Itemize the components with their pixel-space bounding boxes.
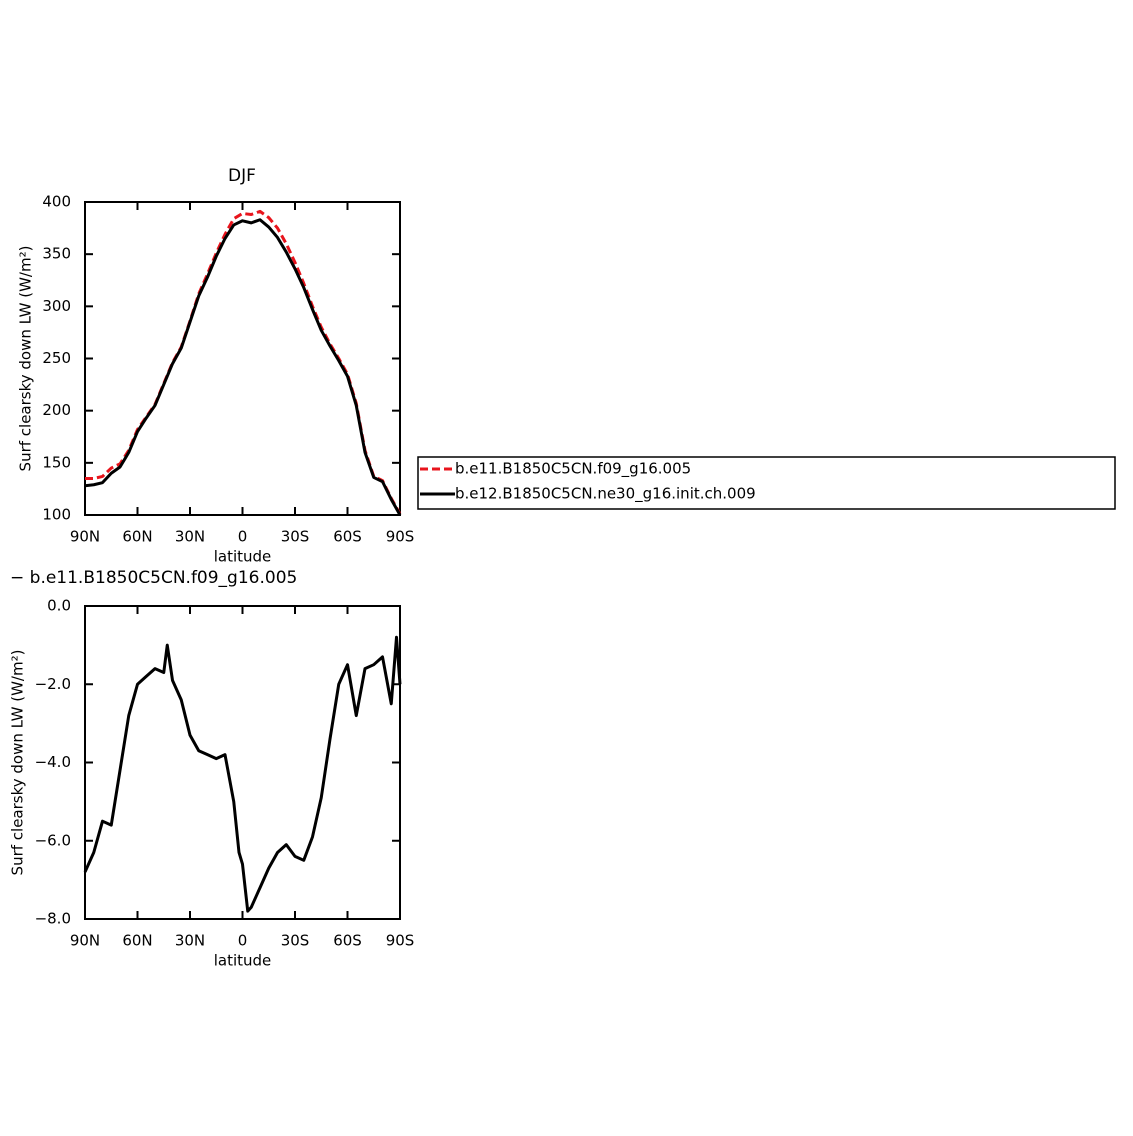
data-line: [84, 218, 402, 516]
y-tick-label: 350: [42, 245, 71, 263]
x-axis-label: latitude: [214, 952, 272, 970]
legend-box: [417, 456, 1116, 510]
legend: b.e11.B1850C5CN.f09_g16.005 b.e12.B1850C5…: [417, 456, 1116, 510]
y-tick-label: 400: [42, 193, 71, 211]
y-tick-label: −8.0: [35, 910, 71, 928]
x-tick-label: 90S: [386, 932, 415, 950]
y-tick-label: −4.0: [35, 753, 71, 771]
y-tick-label: 150: [42, 453, 71, 471]
data-line: [85, 209, 402, 515]
x-tick-label: 30S: [281, 528, 310, 546]
y-tick-label: 250: [42, 349, 71, 367]
x-tick-label: 60N: [122, 528, 152, 546]
x-tick-label: 90S: [386, 528, 415, 546]
y-tick-label: 0.0: [47, 597, 71, 615]
x-tick-label: 0: [238, 528, 248, 546]
x-tick-label: 30N: [175, 932, 205, 950]
y-tick-label: −6.0: [35, 831, 71, 849]
x-axis-label: latitude: [214, 548, 272, 566]
y-tick-label: −2.0: [35, 675, 71, 693]
chart-title: DJF: [228, 166, 256, 186]
x-tick-label: 90N: [70, 932, 100, 950]
x-tick-label: 30N: [175, 528, 205, 546]
x-tick-label: 60S: [333, 932, 362, 950]
y-tick-label: 100: [42, 506, 71, 524]
chart-title: − b.e11.B1850C5CN.f09_g16.005: [10, 568, 297, 588]
x-tick-label: 30S: [281, 932, 310, 950]
data-line: [83, 635, 402, 913]
legend-label: b.e11.B1850C5CN.f09_g16.005: [455, 460, 691, 479]
y-axis-label: Surf clearsky down LW (W/m²): [17, 246, 35, 472]
x-tick-label: 0: [238, 932, 248, 950]
x-tick-label: 60N: [122, 932, 152, 950]
x-tick-label: 60S: [333, 528, 362, 546]
legend-label: b.e12.B1850C5CN.ne30_g16.init.ch.009: [455, 485, 756, 504]
y-axis-label: Surf clearsky down LW (W/m²): [9, 650, 27, 876]
y-tick-label: 300: [42, 297, 71, 315]
plot-frame: [84, 201, 401, 516]
x-tick-label: 90N: [70, 528, 100, 546]
y-tick-label: 200: [42, 401, 71, 419]
